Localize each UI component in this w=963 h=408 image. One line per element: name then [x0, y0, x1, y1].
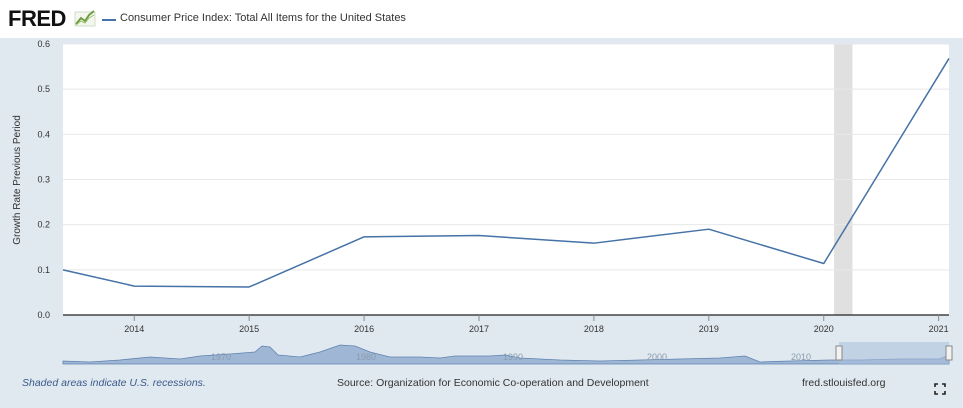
- navigator[interactable]: 1970 1980 1990 2000 2010: [62, 342, 953, 365]
- navigator-year-label: 1980: [356, 352, 376, 362]
- data-point[interactable]: [706, 226, 712, 232]
- navigator-series-area: [62, 344, 950, 365]
- y-tick-label: 0.4: [37, 129, 50, 139]
- x-tick-label: 2020: [814, 324, 834, 334]
- y-axis-label: Growth Rate Previous Period: [12, 115, 23, 245]
- x-tick-label: 2017: [469, 324, 489, 334]
- data-point[interactable]: [60, 267, 66, 273]
- y-tick-label: 0.1: [37, 265, 50, 275]
- x-tick-label: 2016: [354, 324, 374, 334]
- legend-label[interactable]: Consumer Price Index: Total All Items fo…: [120, 12, 406, 24]
- x-tick-label: 2015: [239, 324, 259, 334]
- data-point[interactable]: [246, 284, 252, 290]
- navigator-selection[interactable]: [839, 342, 949, 364]
- legend-swatch: [102, 19, 116, 21]
- data-point[interactable]: [361, 234, 367, 240]
- header-bar: FRED Consumer Price Index: Total All Ite…: [0, 0, 963, 38]
- x-tick-label: 2021: [929, 324, 949, 334]
- data-point[interactable]: [131, 283, 137, 289]
- navigator-year-label: 1990: [503, 352, 523, 362]
- fred-logo[interactable]: FRED: [8, 6, 66, 31]
- fullscreen-icon[interactable]: [934, 383, 946, 395]
- data-point[interactable]: [946, 55, 952, 61]
- y-tick-label: 0.5: [37, 84, 50, 94]
- data-point[interactable]: [476, 233, 482, 239]
- navigator-right-handle[interactable]: [945, 345, 953, 361]
- y-tick-label: 0.2: [37, 220, 50, 230]
- x-tick-label: 2014: [124, 324, 144, 334]
- data-point[interactable]: [821, 261, 827, 267]
- navigator-year-label: 2000: [647, 352, 667, 362]
- fred-logo-chart-icon: [74, 10, 96, 27]
- x-tick-label: 2018: [584, 324, 604, 334]
- y-tick-label: 0.0: [37, 310, 50, 320]
- chart-area: 0.0 0.1 0.2 0.3 0.4 0.5 0.6 2014 2015 2016 2017 20…: [12, 39, 953, 365]
- y-tick-label: 0.3: [37, 175, 50, 185]
- navigator-year-label: 1970: [211, 352, 231, 362]
- recession-note: Shaded areas indicate U.S. recessions.: [22, 377, 206, 389]
- navigator-left-handle[interactable]: [835, 345, 843, 361]
- source-note: Source: Organization for Economic Co-ope…: [337, 377, 649, 389]
- x-tick-label: 2019: [699, 324, 719, 334]
- data-point[interactable]: [591, 240, 597, 246]
- y-tick-label: 0.6: [37, 39, 50, 49]
- series-line[interactable]: [62, 58, 950, 288]
- navigator-year-label: 2010: [791, 352, 811, 362]
- fred-url-link[interactable]: fred.stlouisfed.org: [802, 377, 886, 389]
